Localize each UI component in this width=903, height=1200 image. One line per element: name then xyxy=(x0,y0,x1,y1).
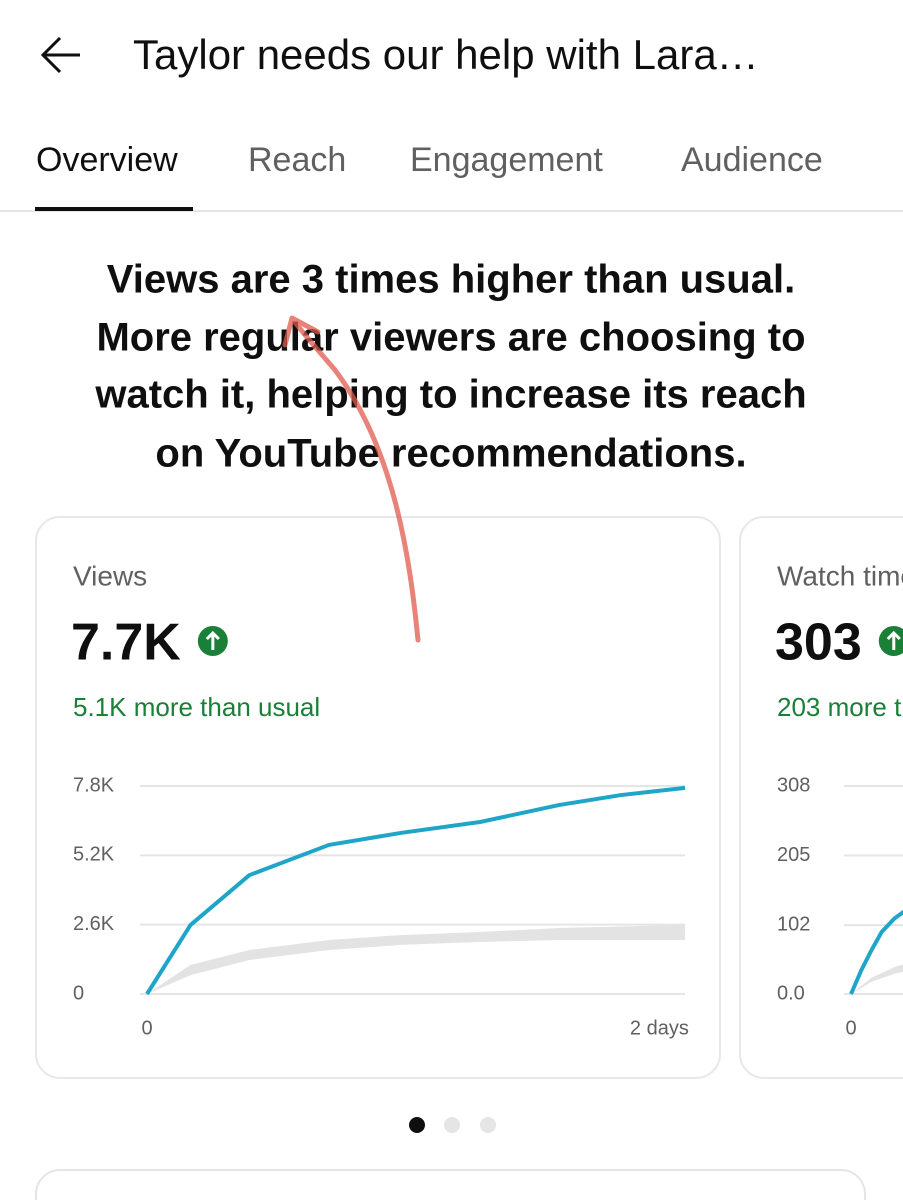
active-tab-indicator xyxy=(35,207,193,211)
back-button[interactable] xyxy=(40,36,80,74)
y-tick-label: 0 xyxy=(73,982,84,1004)
typical-range-band xyxy=(851,964,903,994)
tab[interactable]: Audience xyxy=(681,141,823,179)
metric-comparison: 5.1K more than usual xyxy=(73,692,320,722)
metric-card: Views 7.7K 5.1K more than usual 0 2.6K 5.2K 7.… xyxy=(35,516,721,1079)
typical-range-band xyxy=(147,924,685,994)
metric-card: Watch time 303 203 more than usual 0.0 102 20… xyxy=(739,516,903,1079)
trend-up-arrow xyxy=(886,630,901,650)
page-dot[interactable] xyxy=(444,1117,460,1133)
y-tick-label: 308 xyxy=(777,774,810,796)
y-tick-label: 7.8K xyxy=(73,774,115,796)
y-tick-label: 5.2K xyxy=(73,844,115,866)
summary-line: on YouTube recommendations. xyxy=(155,432,746,476)
summary-line: Views are 3 times higher than usual. xyxy=(107,258,795,302)
metric-value: 7.7K xyxy=(71,614,181,672)
y-tick-label: 102 xyxy=(777,913,810,935)
hand-drawn-arrow xyxy=(282,315,421,643)
y-tick-label: 0.0 xyxy=(777,982,805,1004)
video-title: Taylor needs our help with Lara… xyxy=(133,31,759,78)
metric-label: Watch time xyxy=(777,560,903,591)
x-tick-label: 2 days xyxy=(630,1017,689,1039)
y-tick-label: 205 xyxy=(777,844,810,866)
x-tick-label: 0 xyxy=(845,1017,856,1039)
metric-line xyxy=(145,785,686,996)
metric-line xyxy=(849,909,903,995)
tab[interactable]: Engagement xyxy=(410,141,603,179)
metric-value: 303 xyxy=(775,614,862,672)
summary: Views are 3 times higher than usual. Mor… xyxy=(94,258,806,476)
page-dot-active[interactable] xyxy=(409,1117,425,1133)
trend-up-arrow xyxy=(205,630,220,650)
card-carousel: Views 7.7K 5.1K more than usual 0 2.6K 5.2K 7.… xyxy=(35,516,903,1079)
summary-line: watch it, helping to increase its reach xyxy=(94,373,806,417)
metric-comparison: 203 more than usual xyxy=(777,692,903,722)
y-tick-label: 2.6K xyxy=(73,913,115,935)
page-dot[interactable] xyxy=(480,1117,496,1133)
tab[interactable]: Reach xyxy=(248,141,346,179)
tab-divider xyxy=(0,210,903,212)
x-tick-label: 0 xyxy=(141,1017,152,1039)
next-card xyxy=(35,1169,866,1200)
trend-up-icon xyxy=(878,626,903,656)
card-frame xyxy=(739,516,903,1079)
metric-label: Views xyxy=(73,560,147,591)
summary-line: More regular viewers are choosing to xyxy=(96,316,805,360)
tab[interactable]: Overview xyxy=(36,141,178,179)
